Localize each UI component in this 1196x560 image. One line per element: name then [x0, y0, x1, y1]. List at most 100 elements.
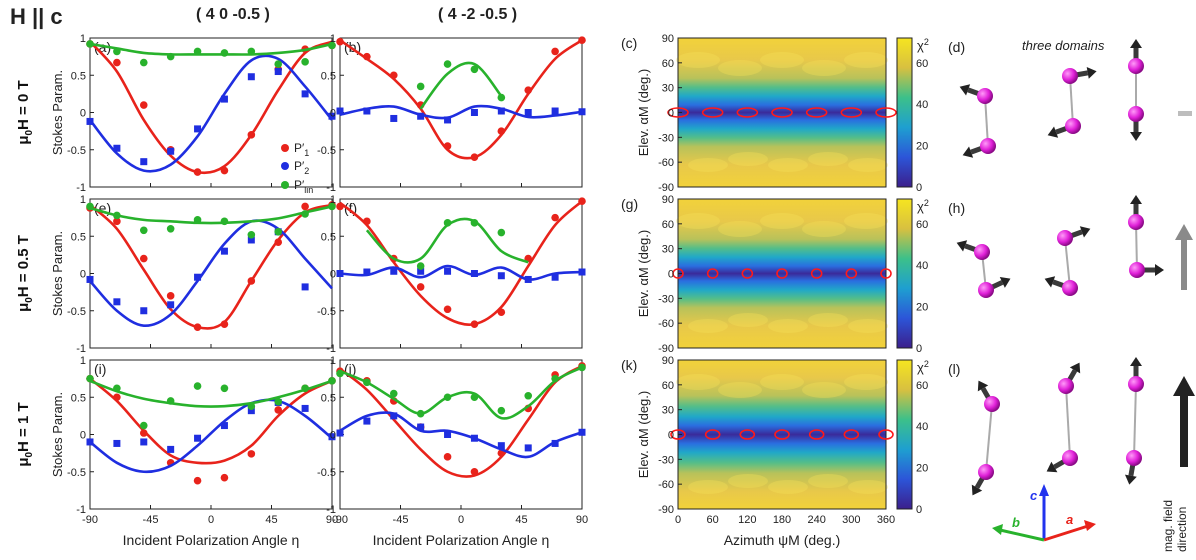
data-point-P2 [363, 107, 371, 115]
x-tick-label: 0 [208, 514, 214, 526]
magnetic-ion [978, 282, 994, 298]
dimer-bond [984, 95, 989, 147]
data-point-P2 [274, 68, 282, 76]
magnetic-ion [1057, 230, 1073, 246]
data-point-Plin [497, 228, 506, 237]
map-y-tick-label: -90 [658, 343, 674, 355]
colorbar-tick-label: 20 [916, 463, 928, 475]
chi2-minimum-contour [672, 268, 684, 279]
colorbar-tick-label: 60 [916, 380, 928, 392]
spin-arrow-head [1130, 132, 1142, 141]
chi2-minimum-contour [736, 107, 759, 118]
map-y-tick-label: -30 [658, 454, 674, 466]
chi2-minimum-contour [771, 107, 793, 118]
chi2-minimum-contour [701, 107, 724, 118]
map-y-tick-label: 90 [662, 194, 674, 206]
data-point-P2 [328, 112, 336, 120]
data-point-Plin [497, 406, 506, 415]
map-x-tick-label: 180 [773, 514, 791, 526]
data-point-P2 [524, 109, 532, 116]
data-point-Plin [301, 58, 309, 66]
map-texture [676, 374, 720, 390]
map-y-tick-label: -90 [658, 182, 674, 194]
data-point-P1 [139, 254, 148, 263]
data-point-P2 [417, 267, 425, 275]
data-point-Plin [301, 210, 309, 218]
map-y-tick-label: -90 [658, 504, 674, 516]
chi2-map-c: 90 60 30 0 -30 -60 -90 (c) Elev. αM (deg.) 0 20 40 6… [621, 33, 929, 194]
axis-c-label: c [1030, 488, 1038, 503]
data-point-Plin [220, 384, 229, 393]
mag-field-label-2: direction [1175, 507, 1189, 552]
field-label-subscript: 0 [24, 129, 35, 135]
chi2-minimum-contour [880, 268, 892, 279]
data-point-Plin [470, 219, 479, 227]
data-point-P2 [328, 433, 336, 441]
colorbar-tick-label: 40 [916, 99, 928, 111]
data-point-P1 [336, 202, 344, 211]
map-y-label: Elev. αM (deg.) [636, 230, 651, 317]
stokes-panel-i: -90 -45 0 45 90-1-0.500.51 (i) [67, 355, 338, 526]
data-point-P2 [417, 112, 425, 120]
y-tick-label: 0 [80, 430, 86, 442]
data-point-P2 [578, 108, 586, 116]
field-arrow-strong-head [1173, 376, 1195, 396]
stokes-panel-e: -1-0.500.51 (e) [67, 194, 336, 355]
y-tick-label: -0.5 [317, 306, 336, 318]
stokes-y-label: Stokes Param. [50, 392, 65, 477]
data-point-Plin [578, 363, 586, 372]
map-texture [718, 221, 762, 237]
map-texture [688, 319, 728, 333]
data-point-P2 [220, 422, 228, 430]
chi2-minimum-contour [739, 429, 756, 440]
map-y-tick-label: -30 [658, 132, 674, 144]
panel-label: (k) [621, 357, 637, 373]
fit-curve-P2 [89, 398, 333, 474]
y-tick-label: 1 [330, 194, 336, 206]
map-texture [808, 313, 848, 327]
map-y-tick-label: -60 [658, 318, 674, 330]
x-tick-label: 90 [576, 514, 588, 526]
data-point-Plin [328, 377, 336, 385]
data-point-P2 [336, 429, 344, 437]
data-point-P2 [194, 273, 202, 281]
map-texture [760, 213, 804, 229]
fit-curve-P1 [89, 203, 333, 330]
colorbar-tick-label: 60 [916, 219, 928, 231]
data-point-P2 [524, 444, 532, 452]
stokes-panel-a: -1-0.500.51 (a) [67, 33, 336, 194]
magnetic-ion [1062, 68, 1078, 84]
field-label-subscript: 0 [24, 451, 35, 457]
y-tick-label: 0.5 [321, 70, 336, 82]
y-tick-label: 1 [80, 194, 86, 206]
dimer-bond [1065, 385, 1071, 459]
map-y-tick-label: 0 [668, 430, 674, 442]
chi2-minimum-contour [776, 268, 788, 279]
data-point-Plin [166, 52, 175, 61]
plot-frame [89, 37, 333, 188]
spin-arrow-head [1069, 362, 1081, 374]
data-point-Plin [86, 202, 94, 211]
spin-arrow-head [1155, 264, 1164, 276]
magnetic-ion [977, 88, 993, 104]
map-texture [688, 158, 728, 172]
y-tick-label: 1 [80, 355, 86, 367]
colorbar-label-superscript: 2 [924, 37, 929, 47]
y-tick-label: -1 [76, 182, 86, 194]
chi2-minimum-contour [774, 429, 790, 440]
chi2-minimum-contour [704, 429, 721, 440]
axis-a [1043, 524, 1089, 542]
data-point-P2 [247, 73, 255, 81]
axis-c-head [1039, 484, 1049, 496]
spin-arrow-head [1047, 126, 1059, 138]
legend-subscript: 2 [304, 166, 309, 176]
data-point-P2 [167, 301, 175, 309]
data-point-Plin [193, 382, 202, 390]
data-point-Plin [416, 262, 425, 270]
data-point-P1 [551, 213, 559, 222]
spin-arrow-head [999, 276, 1011, 288]
map-x-label: Azimuth ψM (deg.) [724, 532, 841, 548]
field-label: μ0H = 0 T [15, 80, 35, 144]
map-y-tick-label: 90 [662, 355, 674, 367]
stokes-panel-f: -1-0.500.51 (f) [317, 194, 586, 355]
